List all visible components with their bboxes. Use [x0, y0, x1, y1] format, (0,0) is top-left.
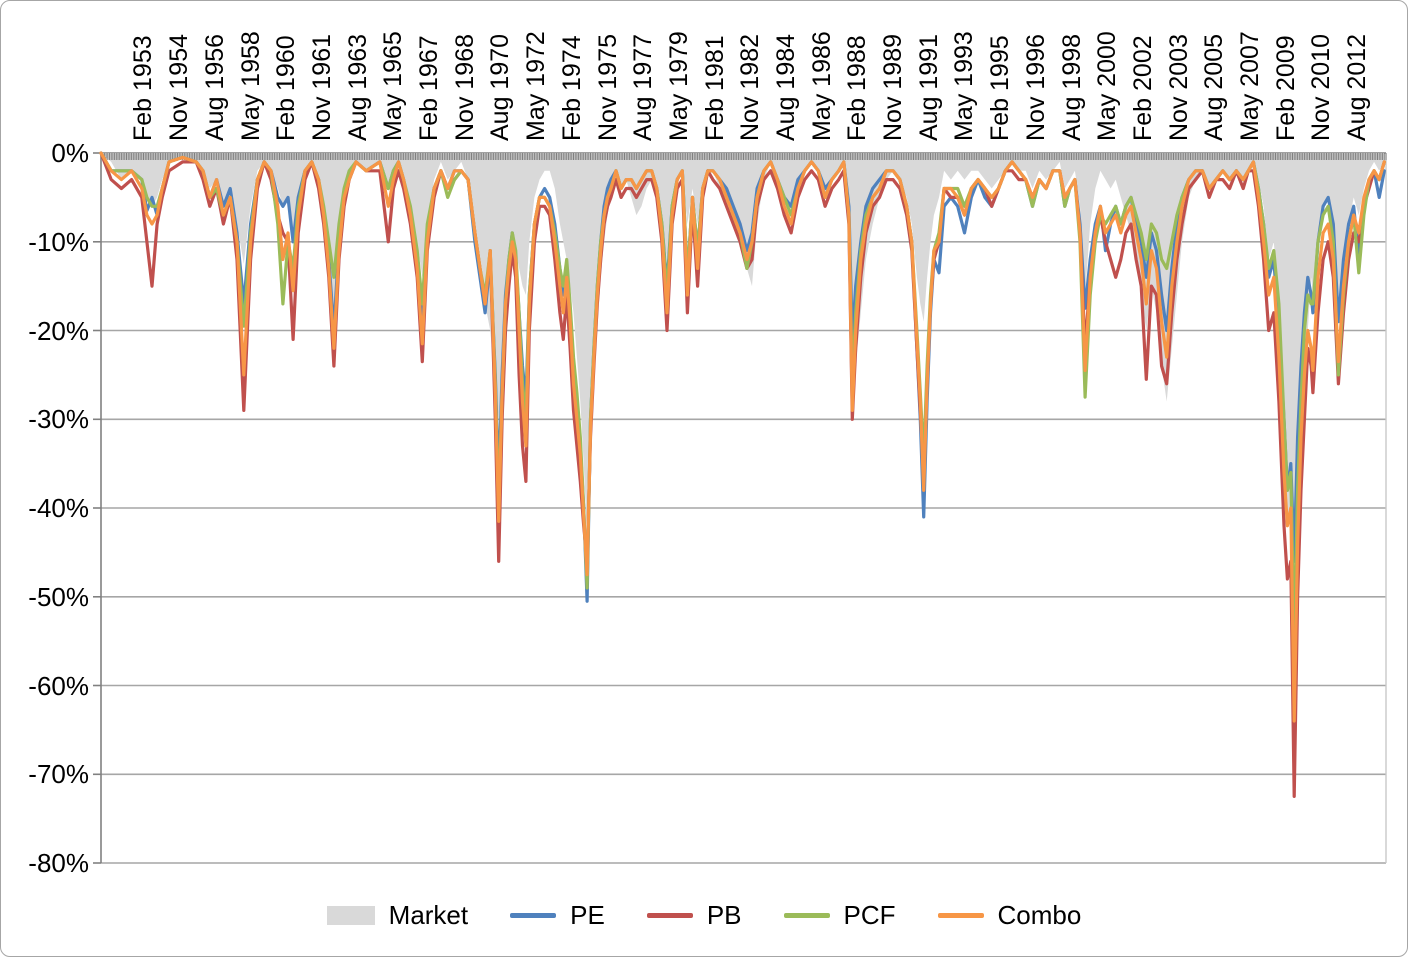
y-tick-label: -30%: [28, 404, 89, 435]
y-tick-label: -60%: [28, 670, 89, 701]
legend-item-combo: Combo: [937, 899, 1082, 931]
x-tick-label: May 1958: [236, 31, 265, 141]
x-tick-label: Nov 1968: [450, 33, 479, 141]
y-tick-label: -10%: [28, 226, 89, 257]
x-tick-label: Aug 1998: [1057, 33, 1086, 141]
legend-swatch: [326, 905, 375, 925]
x-tick-label: Nov 1996: [1021, 33, 1050, 141]
legend-item-pb: PB: [646, 899, 742, 931]
x-tick-label: Feb 1960: [272, 35, 301, 141]
x-tick-label: Aug 2005: [1200, 33, 1229, 141]
legend-label: PE: [570, 899, 605, 930]
y-tick-label: -40%: [28, 493, 89, 523]
x-tick-label: May 1965: [379, 31, 408, 141]
legend-label: Market: [388, 899, 469, 930]
legend-swatch: [510, 912, 557, 918]
x-tick-label: Feb 2009: [1271, 35, 1300, 141]
x-tick-label: Aug 1956: [200, 33, 229, 141]
x-tick-label: Nov 1975: [593, 33, 622, 141]
x-tick-label: Feb 1995: [986, 35, 1015, 141]
x-tick-label: Aug 1977: [629, 33, 658, 141]
series-line-combo: [99, 151, 1386, 723]
x-tick-label: May 2000: [1093, 31, 1122, 141]
y-tick-label: -80%: [28, 848, 89, 878]
x-tick-label: Feb 2002: [1128, 35, 1157, 141]
x-tick-label: Nov 2010: [1307, 33, 1336, 141]
legend-swatch: [783, 912, 830, 918]
x-tick-label: May 1979: [664, 31, 693, 141]
x-tick-label: May 2007: [1236, 31, 1265, 141]
x-tick-label: Aug 2012: [1343, 33, 1372, 141]
x-tick-label: Aug 1963: [343, 33, 372, 141]
x-tick-label: Feb 1974: [557, 35, 586, 141]
x-tick-label: Nov 1989: [879, 33, 908, 141]
legend-item-pcf: PCF: [783, 899, 896, 931]
legend-label: Combo: [997, 899, 1082, 930]
market-area: [101, 153, 1385, 597]
x-tick-label: Nov 1961: [307, 33, 336, 141]
y-tick-label: -70%: [28, 759, 89, 790]
legend-item-market: Market: [326, 899, 469, 931]
legend-label: PB: [706, 899, 742, 930]
x-tick-label: Feb 1953: [129, 35, 158, 141]
legend-item-pe: PE: [510, 900, 605, 931]
x-tick-label: Aug 1970: [486, 33, 515, 141]
y-tick-label: -50%: [28, 581, 89, 612]
x-tick-label: Aug 1984: [771, 33, 800, 141]
series-line-pb: [99, 151, 1386, 799]
legend-swatch: [646, 912, 693, 918]
x-tick-label: May 1986: [807, 31, 836, 141]
legend: Market PE PB PCF Combo: [1, 892, 1407, 938]
x-tick-label: Nov 2003: [1164, 33, 1193, 141]
y-tick-label: -20%: [28, 315, 89, 346]
x-tick-label: May 1993: [950, 31, 979, 141]
x-tick-label: Feb 1967: [415, 35, 444, 141]
x-tick-label: Nov 1954: [165, 33, 194, 141]
x-tick-label: Feb 1988: [843, 35, 872, 141]
x-tick-label: May 1972: [522, 31, 551, 141]
x-tick-label: Nov 1982: [736, 33, 765, 141]
x-tick-label: Aug 1991: [914, 33, 943, 141]
y-tick-label: 0%: [51, 138, 89, 168]
legend-swatch: [937, 912, 984, 918]
x-tick-label: Feb 1981: [700, 35, 729, 141]
legend-label: PCF: [843, 899, 896, 930]
